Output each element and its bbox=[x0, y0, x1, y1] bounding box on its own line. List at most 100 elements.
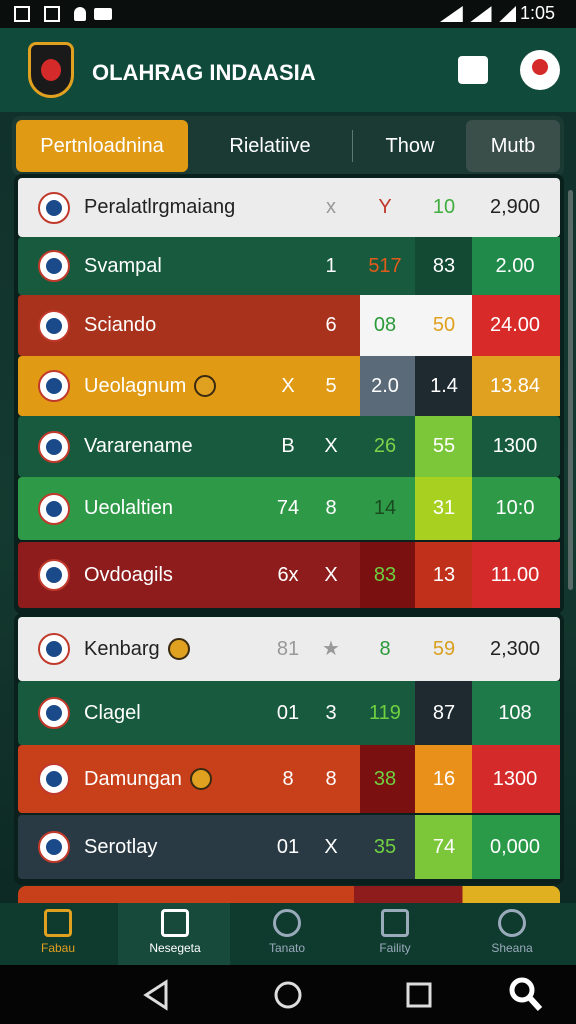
table-cell: 26 bbox=[373, 435, 397, 457]
table-cell: B bbox=[281, 435, 295, 457]
cell-highlight bbox=[415, 542, 472, 608]
cell-highlight bbox=[415, 815, 472, 879]
table-cell: 5 bbox=[325, 375, 337, 397]
cell-highlight bbox=[360, 745, 415, 813]
table-cell: 11.00 bbox=[490, 564, 540, 586]
status-icon bbox=[14, 6, 30, 22]
table-cell: X bbox=[281, 375, 295, 397]
table-cell: 10:0 bbox=[495, 497, 535, 519]
nav-label[interactable]: Fabau bbox=[40, 941, 76, 955]
table-cell: 16 bbox=[432, 768, 456, 790]
app-title: OLAHRAG INDAASIA bbox=[92, 60, 316, 85]
system-nav bbox=[0, 965, 576, 1024]
team-name: Sciando bbox=[84, 314, 157, 336]
tab[interactable]: Thow bbox=[385, 135, 435, 157]
cell-highlight bbox=[415, 681, 472, 745]
cell-highlight bbox=[360, 542, 415, 608]
signal-icons bbox=[440, 6, 516, 22]
team-name: Vararename bbox=[84, 435, 193, 457]
table-cell: 108 bbox=[498, 702, 532, 724]
check-button[interactable] bbox=[458, 56, 488, 84]
table-cell: 6 bbox=[325, 314, 337, 336]
location-button[interactable] bbox=[520, 50, 560, 90]
status-icon bbox=[74, 7, 86, 21]
table-row bbox=[18, 617, 560, 681]
team-name: Peralatlrgmaiang bbox=[84, 196, 236, 218]
table-cell: 2,300 bbox=[489, 638, 541, 660]
nav-label[interactable]: Sheana bbox=[491, 941, 533, 955]
table-cell: 13 bbox=[432, 564, 456, 586]
table-cell: 2,900 bbox=[489, 196, 541, 218]
team-name: Ueolaltien bbox=[84, 497, 173, 519]
table-cell: 83 bbox=[432, 255, 456, 277]
cell-highlight bbox=[415, 295, 472, 356]
tab[interactable]: Pertnloadnina bbox=[16, 120, 188, 172]
team-logo bbox=[38, 250, 70, 282]
team-logo bbox=[38, 831, 70, 863]
nav-icon bbox=[273, 909, 301, 937]
table-cell: 74 bbox=[432, 836, 456, 858]
table-cell: 1300 bbox=[492, 435, 538, 457]
table-cell: X bbox=[324, 435, 338, 457]
table-cell: 74 bbox=[276, 497, 300, 519]
cell-highlight bbox=[472, 356, 560, 416]
table-cell: 35 bbox=[373, 836, 397, 858]
partial-row bbox=[18, 886, 560, 904]
scrollbar bbox=[568, 190, 573, 590]
system-nav-icons bbox=[143, 977, 543, 1012]
nav-label[interactable]: Tanato bbox=[268, 941, 306, 955]
table-cell: 8 bbox=[379, 638, 391, 660]
team-logo-inner bbox=[46, 839, 62, 855]
table-cell: 0,000 bbox=[489, 836, 541, 858]
home-button[interactable] bbox=[274, 981, 302, 1009]
cell-highlight bbox=[472, 815, 560, 879]
cell-highlight bbox=[472, 295, 560, 356]
status-time: 1:05 bbox=[520, 3, 556, 23]
table-cell: 38 bbox=[373, 768, 397, 790]
table-cell: Y bbox=[378, 196, 392, 218]
tab[interactable]: Mutb bbox=[466, 120, 560, 172]
cell-highlight bbox=[472, 745, 560, 813]
team-logo-inner bbox=[46, 378, 62, 394]
table-cell: 8 bbox=[325, 497, 337, 519]
cell-highlight bbox=[472, 681, 560, 745]
team-logo bbox=[38, 763, 70, 795]
cell-highlight bbox=[360, 356, 415, 416]
nav-icon bbox=[161, 909, 189, 937]
team-badge bbox=[194, 375, 216, 397]
pin-icon bbox=[532, 59, 548, 75]
table-cell: 59 bbox=[432, 638, 456, 660]
status-icon bbox=[94, 8, 112, 20]
team-logo-inner bbox=[46, 317, 62, 334]
table-cell: 3 bbox=[325, 702, 337, 724]
table-cell: X bbox=[324, 836, 338, 858]
recents-button[interactable] bbox=[406, 982, 432, 1008]
table-cell: 01 bbox=[276, 836, 300, 858]
cell-highlight bbox=[415, 416, 472, 477]
status-icon bbox=[44, 6, 60, 22]
table-cell: X bbox=[324, 564, 338, 586]
table-cell: 81 bbox=[276, 638, 300, 660]
tab[interactable]: Rielatiive bbox=[229, 135, 311, 157]
team-logo-inner bbox=[46, 641, 62, 657]
table-cell: 2.00 bbox=[495, 255, 535, 277]
search-button[interactable] bbox=[509, 977, 535, 1003]
table-cell: 01 bbox=[276, 702, 300, 724]
nav-label[interactable]: Faility bbox=[379, 941, 411, 955]
team-logo-inner bbox=[46, 705, 62, 721]
back-button[interactable] bbox=[143, 979, 168, 1011]
app-logo bbox=[28, 42, 74, 98]
nav-label[interactable]: Nesegeta bbox=[149, 941, 201, 955]
team-badge bbox=[190, 768, 212, 790]
table-cell: 08 bbox=[373, 314, 397, 336]
team-name: Damungan bbox=[84, 768, 182, 790]
team-logo-inner bbox=[46, 258, 62, 274]
tab-divider bbox=[352, 130, 353, 162]
team-logo-inner bbox=[46, 567, 62, 583]
table-cell: 1.4 bbox=[430, 375, 458, 397]
cell-highlight bbox=[415, 745, 472, 813]
table-cell: 31 bbox=[432, 497, 456, 519]
status-bar: 1:05 bbox=[0, 0, 576, 28]
team-name: Clagel bbox=[84, 702, 141, 724]
